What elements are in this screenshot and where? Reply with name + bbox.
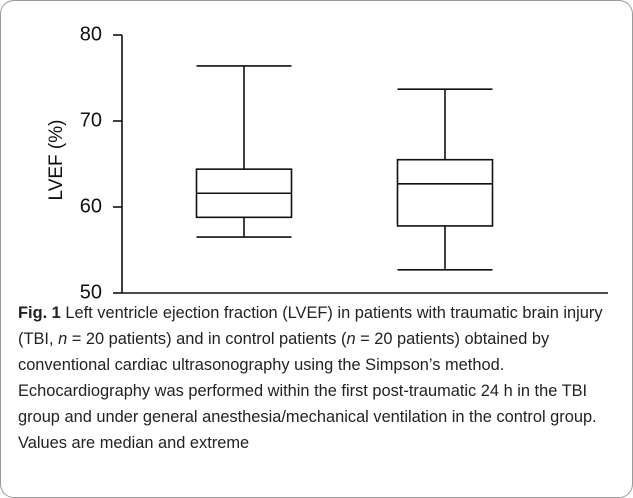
y-tick-label: 50 bbox=[80, 281, 102, 300]
chart: LVEF (%) 50607080TBI cohortControl cohor… bbox=[46, 23, 608, 300]
caption: Fig. 1 Left ventricle ejection fraction … bbox=[18, 300, 618, 456]
y-tick-label: 70 bbox=[80, 109, 102, 131]
caption-text: n bbox=[346, 330, 356, 348]
caption-text: = 20 patients) obtained by conventional … bbox=[18, 330, 597, 452]
y-tick-label: 60 bbox=[80, 195, 102, 217]
caption-text: = 20 patients) and in control patients ( bbox=[67, 330, 347, 348]
caption-text: n bbox=[58, 330, 68, 348]
box bbox=[396, 158, 494, 227]
y-axis-label: LVEF (%) bbox=[46, 120, 67, 201]
caption-label: Fig. 1 bbox=[18, 304, 61, 322]
caption-text: Left ventricle ejection fraction (LVEF) … bbox=[18, 304, 603, 348]
y-tick-label: 80 bbox=[80, 23, 102, 45]
